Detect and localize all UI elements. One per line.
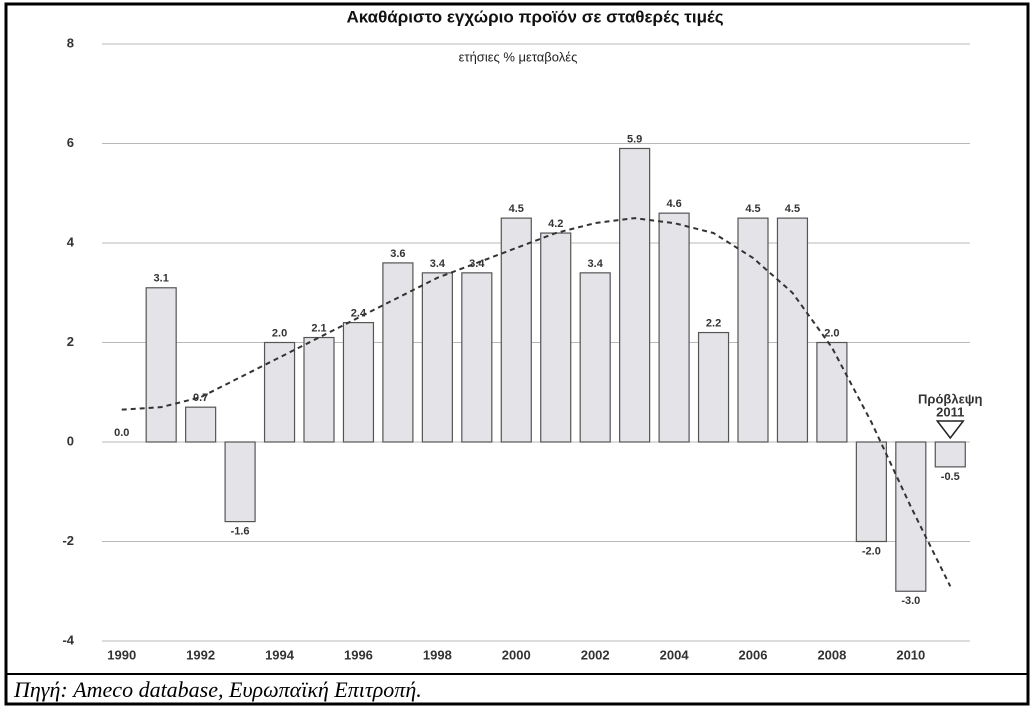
bar [145, 287, 177, 443]
bar [697, 331, 730, 443]
frame [4, 2, 1030, 706]
x-tick-label: 2008 [817, 647, 846, 662]
bar [619, 147, 651, 443]
y-tick-label: 8 [67, 35, 74, 50]
value-label: -1.6 [231, 526, 250, 538]
annotation: 2011 [936, 404, 964, 419]
annotation: Πρόβλεψη [918, 391, 983, 406]
y-tick-label: 2 [67, 334, 74, 349]
bar [303, 336, 335, 443]
trend-line [121, 217, 952, 587]
bar [816, 341, 848, 443]
y-tick-label: 4 [67, 234, 75, 249]
source-note: Πηγή: Ameco database, Ευρωπαϊκή Επιτροπή… [13, 677, 422, 702]
value-label: -0.5 [941, 471, 960, 483]
value-label: -2.0 [862, 545, 881, 557]
value-label: 4.5 [745, 203, 760, 215]
value-label: 4.2 [548, 218, 563, 230]
bar [224, 441, 256, 523]
bar [185, 406, 217, 443]
y-tick-label: -2 [62, 533, 74, 548]
x-tick-label: 1996 [344, 647, 373, 662]
bar [776, 217, 809, 443]
x-tick-label: 2004 [660, 647, 690, 662]
bar [895, 441, 927, 592]
bar [382, 262, 414, 443]
chart-subtitle: ετήσιες % μεταβολές [459, 49, 578, 64]
value-label: 4.5 [785, 203, 800, 215]
value-label: 2.1 [311, 322, 326, 334]
bar [934, 441, 966, 468]
x-tick-label: 1992 [186, 647, 215, 662]
x-tick-label: 1998 [423, 647, 452, 662]
value-label: 3.1 [154, 273, 169, 285]
y-tick-label: 6 [67, 135, 74, 150]
value-label: 2.0 [824, 327, 839, 339]
value-label: 3.4 [588, 258, 604, 270]
y-tick-label: 0 [67, 433, 74, 448]
forecast-marker [935, 420, 965, 440]
bar [263, 341, 296, 443]
y-tick-label: -4 [62, 632, 74, 647]
chart-title: Ακαθάριστο εγχώριο προϊόν σε σταθερές τι… [346, 7, 723, 26]
x-tick-label: 2010 [896, 647, 925, 662]
bar [579, 272, 611, 443]
x-tick-label: 2002 [581, 647, 610, 662]
x-tick-label: 1990 [107, 647, 136, 662]
value-label: 3.6 [390, 248, 405, 260]
value-label: 2.0 [272, 327, 287, 339]
value-label: 3.4 [430, 258, 446, 270]
x-tick-label: 2000 [502, 647, 531, 662]
bar [737, 217, 769, 443]
value-label: 5.9 [627, 133, 642, 145]
bar [342, 322, 375, 443]
value-label: 4.5 [509, 203, 524, 215]
value-label: 4.6 [666, 198, 681, 210]
bar [540, 232, 572, 443]
x-tick-label: 2006 [739, 647, 768, 662]
value-label: 2.2 [706, 317, 721, 329]
value-label: 0.0 [114, 427, 129, 439]
bar [855, 441, 887, 543]
bar [658, 212, 690, 443]
bar [461, 272, 493, 443]
x-tick-label: 1994 [265, 647, 295, 662]
bar [500, 217, 532, 443]
value-label: -3.0 [901, 595, 920, 607]
bar [421, 272, 453, 443]
value-label: 2.4 [351, 308, 367, 320]
